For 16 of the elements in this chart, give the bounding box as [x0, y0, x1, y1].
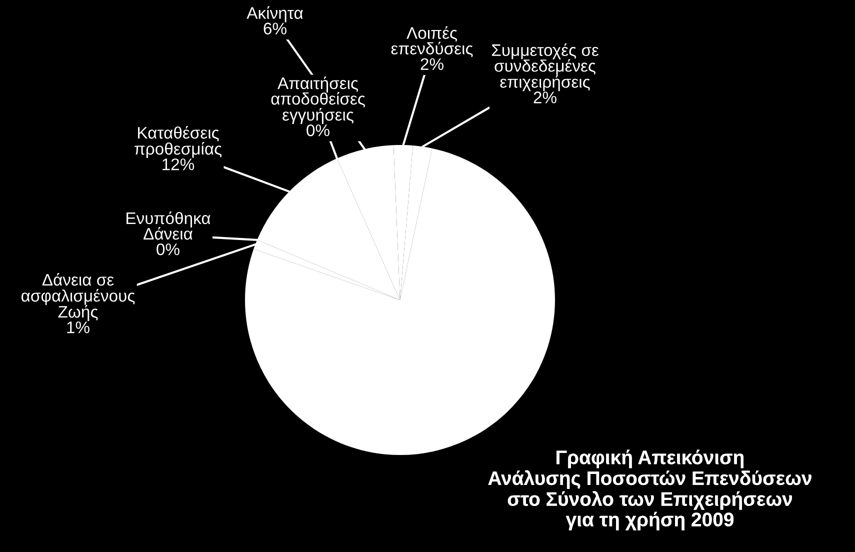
- category-label: Απαιτήσεις αποδοθείσες εγγυήσεις: [271, 76, 365, 124]
- pie-slice: [245, 148, 555, 455]
- slice-label: Καταθέσεις προθεσμίας: [134, 126, 222, 158]
- text: 0%: [306, 124, 330, 136]
- text: 0%: [156, 243, 180, 256]
- slice-label: Ακίνητα: [246, 6, 303, 22]
- data-label: 12%: [162, 158, 194, 170]
- slice-label: Λοιπές επενδύσεις: [391, 26, 473, 58]
- text: Γραφική Απεικόνιση Ανάλυσης Ποσοστών Επενδύσεων στο Σύνολο των Επιχειρήσεων για τη χρήση 2009: [488, 450, 812, 530]
- slice-label: Συμμετοχές σε συνδεδεμένες επιχειρήσεις: [492, 43, 599, 92]
- data-label: 6%: [264, 22, 286, 34]
- slice-label: Δάνεια σε ασφαλισμένους Ζωής: [21, 272, 135, 322]
- data-label: 1%: [67, 322, 90, 334]
- category-label: Ενυπόθηκα Δάνεια: [126, 211, 210, 240]
- data-label: 2%: [420, 58, 444, 70]
- data-label: 2%: [534, 92, 556, 104]
